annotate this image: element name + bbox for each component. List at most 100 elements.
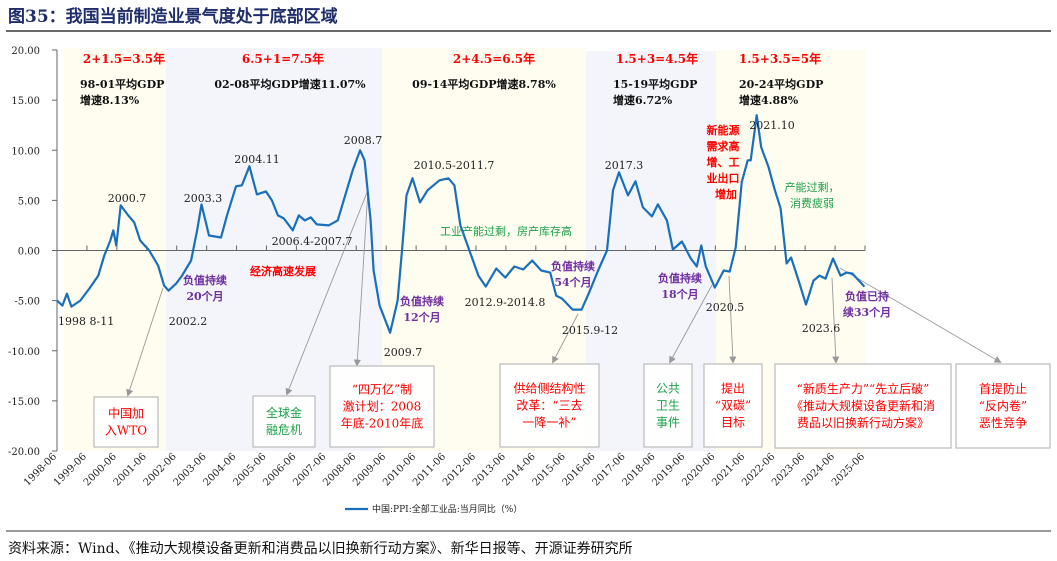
event-box-line: 提出 [721,381,745,396]
event-box-line: 改革：“三去 [516,399,582,413]
event-box-frame [643,363,693,448]
event-box-frame [93,396,159,448]
event-box-line: 费品以旧换新行动方案》 [797,415,929,430]
date-label: 2012.9-2014.8 [465,296,546,309]
period-headers: 2+1.5=3.5年 98-01平均GDP 增速8.13% 6.5+1=7.5年… [80,51,823,107]
y-tick-label: -5.00 [14,297,40,308]
note-boom: 经济高速发展 [250,264,317,278]
event-box-line: “四万亿”制 [352,382,412,397]
event-box-frame [774,363,952,449]
negative-label: 负值持续 [400,294,444,308]
event-box: 提出 “双碳” 目标 [703,363,763,448]
negative-label: 54个月 [554,275,591,289]
date-label: 2008.7 [344,134,383,147]
arrow-stimulus [353,189,369,367]
period-years: 1.5+3.5=5年 [739,51,821,66]
date-label: 2004.11 [234,153,280,166]
period-years: 6.5+1=7.5年 [242,51,324,66]
date-label: 2003.3 [184,192,223,205]
date-label: 2017.3 [605,159,644,172]
event-box-line: 《推动大规模设备更新和消 [791,398,935,413]
band-1998-2001 [64,48,166,451]
event-box-line: “新质生产力”“先立后破” [797,381,930,396]
arrow-wto [126,287,164,397]
negative-label: 20个月 [186,289,223,303]
date-label: 2023.6 [802,322,841,335]
period-gdp: 98-01平均GDP [80,77,164,91]
note-new-energy: 需求高 [707,139,740,153]
event-box-line: 目标 [721,416,745,430]
source-note: 资料来源：Wind、《推动大规模设备更新和消费品以旧换新行动方案》、新华日报等、… [8,540,633,557]
y-tick-label: 10.00 [11,146,40,157]
period-gdp: 增速6.72% [613,93,673,107]
event-box-line: “反内卷” [979,398,1027,413]
date-label: 2006.4-2007.7 [272,235,353,248]
negative-label: 12个月 [403,310,440,324]
event-box-line: 年底-2010年底 [341,416,424,431]
date-label: 2009.7 [384,346,423,359]
legend-label: 中国:PPI:全部工业品:当月同比（%） [372,503,522,515]
negative-label: 负值持续 [183,273,227,287]
event-box-line: “双碳” [715,399,751,413]
figure-title: 图35：我国当前制造业景气度处于底部区域 [8,6,338,27]
note-new-energy: 新能源 [707,123,740,137]
event-box-line: 全球金 [266,405,302,420]
note-weak-demand: 消费疲弱 [790,196,834,210]
date-label: 2015.9-12 [562,324,618,337]
period-years: 2+1.5=3.5年 [83,51,165,66]
negative-label: 18个月 [661,287,698,301]
event-box-line: 首提防止 [979,381,1027,396]
context-notes: 经济高速发展 新能源 需求高 增、工 业出口 增加 工业产能过剩，房产库存高 产… [250,123,840,278]
event-box-line: 入WTO [105,424,147,438]
negative-duration-labels: 负值持续 20个月 负值持续 12个月 负值持续 54个月 负值持续 18个月 … [183,259,891,324]
annotation-arrows [126,189,1002,397]
negative-label: 续33个月 [843,305,891,319]
arrow-carbon [728,275,737,364]
arrow-crisis [285,189,369,396]
period-gdp: 02-08平均GDP增速11.07% [214,77,366,91]
event-box-line: 公共 [656,382,680,396]
event-box-frame [499,363,600,448]
negative-label: 负值已持 [845,289,889,303]
event-box-frame [252,395,316,448]
date-labels: 2000.7 1998 8-11 2002.2 2003.3 2004.11 2… [58,119,840,359]
y-tick-label: 5.00 [18,196,40,207]
y-tick-label: 15.00 [11,96,40,107]
x-tick-label: 2025-06 [830,451,867,488]
event-box: 首提防止 “反内卷” 恶性竞争 [955,363,1051,449]
period-gdp: 20-24平均GDP [739,77,823,91]
period-years: 1.5+3=4.5年 [616,51,698,66]
date-label: 2000.7 [108,192,147,205]
event-box-line: 事件 [656,416,680,430]
date-label: 2010.5-2011.7 [414,159,495,172]
y-tick-label: -20.00 [8,447,40,458]
date-label: 2021.10 [749,119,795,132]
period-gdp: 15-19平均GDP [613,77,697,91]
legend: 中国:PPI:全部工业品:当月同比（%） [345,503,522,515]
event-box-line: 卫生 [656,399,680,413]
date-label: 2020.5 [706,301,745,314]
y-tick-label: -10.00 [8,347,40,358]
y-tick-label: -15.00 [8,397,40,408]
note-weak-demand: 产能过剩， [785,180,840,194]
y-tick-label: 0.00 [18,247,40,258]
event-box: “新质生产力”“先立后破” 《推动大规模设备更新和消费品以旧换新行动方案》 [774,363,952,449]
arrow-supply-side [552,313,579,364]
note-new-energy: 业出口 [707,171,740,185]
arrow-covid [669,284,713,364]
event-box-line: 激计划：2008 [343,400,422,414]
note-overcapacity: 工业产能过剩，房产库存高 [440,224,572,238]
event-box-line: 中国加 [108,406,144,421]
event-box-frame [329,365,435,448]
date-label: 1998 8-11 [58,315,114,328]
event-box-line: 融危机 [266,423,302,437]
event-box-line: 恶性竞争 [979,416,1027,430]
